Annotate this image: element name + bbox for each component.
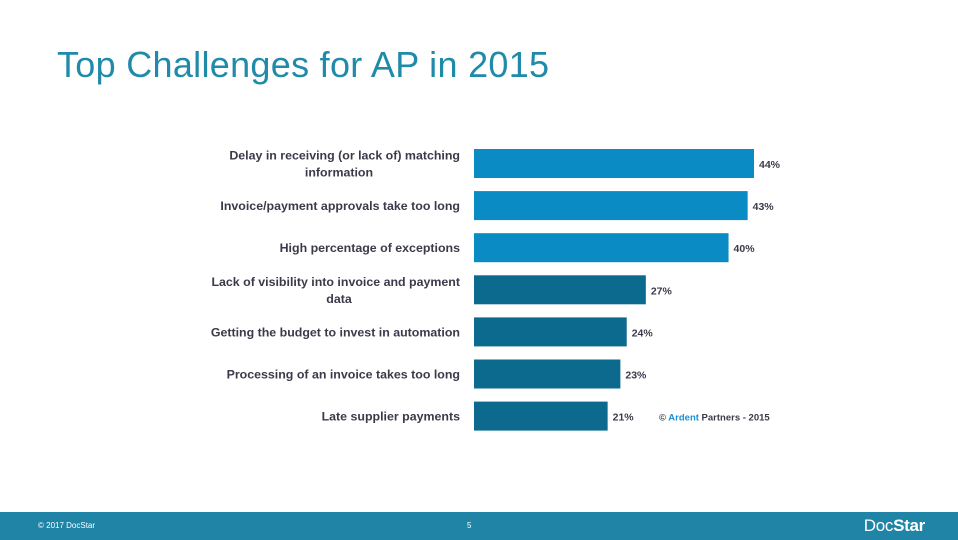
annotation-brand: Ardent [668,413,699,424]
category-label-line: Delay in receiving (or lack of) matching [229,149,460,163]
category-label-line: Invoice/payment approvals take too long [220,199,460,213]
category-label: Invoice/payment approvals take too long [220,199,460,213]
category-label-line: data [326,292,352,306]
logo-text-strong: Star [893,516,925,535]
category-label: Delay in receiving (or lack of) matching… [229,149,460,180]
bar [474,317,627,347]
bar-chart: 44% Delay in receiving (or lack of) match… [211,149,781,431]
category-label: Lack of visibility into invoice and paym… [211,275,460,306]
bar [474,275,646,305]
bar [474,401,608,431]
page-title: Top Challenges for AP in 2015 [57,44,550,85]
bar-value-label: 24% [632,327,654,339]
category-label: High percentage of exceptions [280,241,460,255]
category-label-line: High percentage of exceptions [280,241,460,255]
annotation-rest: Partners - 2015 [699,413,770,424]
bar [474,359,621,389]
copyright-annotation: © Ardent Partners - 2015 [659,413,770,424]
docstar-logo: DocStar [863,516,926,536]
bar [474,191,748,221]
category-label: Getting the budget to invest in automati… [211,325,460,339]
footer-bar: © 2017 DocStar 5 DocStar [0,512,958,540]
category-label: Processing of an invoice takes too long [227,368,460,382]
bar-value-label: 43% [753,201,775,213]
category-label-line: Late supplier payments [322,410,461,424]
category-label-line: Getting the budget to invest in automati… [211,325,460,339]
bar-value-label: 44% [759,159,781,171]
category-label-line: Lack of visibility into invoice and paym… [211,275,460,289]
bar [474,233,729,263]
category-label-line: information [305,166,373,180]
bar-value-label: 27% [651,285,673,297]
annotation-copyright-symbol: © [659,413,668,424]
bar [474,149,754,178]
logo-text-light: Doc [863,516,894,535]
footer-copyright: © 2017 DocStar [38,521,96,530]
category-label: Late supplier payments [322,410,461,424]
bar-value-label: 21% [613,412,635,424]
bar-value-label: 40% [734,243,756,255]
page-number: 5 [467,521,472,530]
bar-value-label: 23% [625,370,647,382]
category-label-line: Processing of an invoice takes too long [227,368,460,382]
